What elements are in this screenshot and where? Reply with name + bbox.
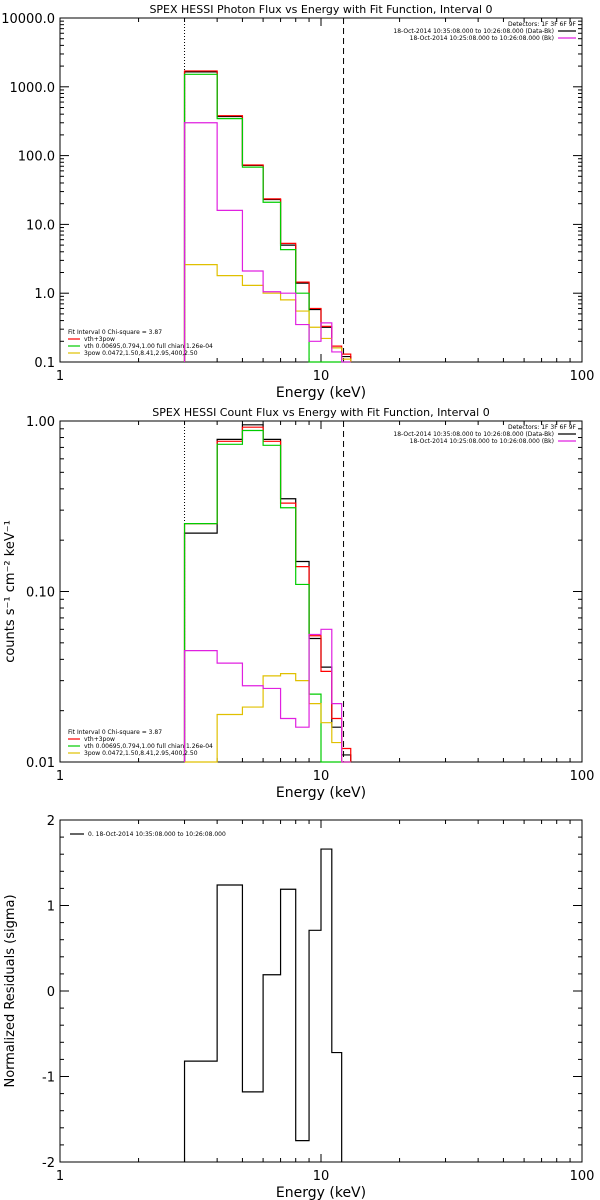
x-tick-label: 100 (570, 1169, 595, 1184)
fit-legend-entry: vth+3pow (84, 736, 115, 743)
legend-entry: Detectors: 1F 3F 6F 9F (508, 424, 577, 431)
series-line-3 (183, 73, 351, 363)
fit-legend-entry: 3pow 0.0472,1.50,8.41,2.95,400,2.50 (84, 350, 198, 357)
fit-legend-entry: vth 0.00695,0.794,1.00 full chian 1.26e-… (84, 743, 213, 750)
y-tick-label: 1.00 (26, 415, 55, 430)
y-tick-label: 0.1 (34, 356, 55, 371)
y-axis-label: Normalized Residuals (sigma) (3, 894, 18, 1087)
legend-entry: 18-Oct-2014 10:35:08.000 to 10:26:08.000… (393, 28, 554, 35)
y-tick-label: -1 (42, 1071, 55, 1086)
chart-title: SPEX HESSI Photon Flux vs Energy with Fi… (149, 3, 492, 16)
y-tick-label: 1.0 (34, 287, 55, 302)
y-tick-label: 10.0 (26, 218, 55, 233)
y-tick-label: -2 (42, 1156, 55, 1171)
fit-legend-entry: Fit Interval 0 Chi-square = 3.87 (68, 729, 162, 736)
fit-legend-entry: Fit Interval 0 Chi-square = 3.87 (68, 329, 162, 336)
legend-entry: Detectors: 1F 3F 6F 9F (508, 21, 577, 28)
y-tick-label: 0.10 (26, 586, 55, 601)
x-tick-label: 10 (313, 769, 330, 784)
y-axis-label: counts s⁻¹ cm⁻² keV⁻¹ (3, 520, 18, 663)
x-tick-label: 1 (56, 1169, 64, 1184)
y-tick-label: 10000.0 (1, 12, 55, 27)
legend-entry: 18-Oct-2014 10:25:08.000 to 10:26:08.000… (410, 438, 554, 445)
series-line-1 (183, 424, 352, 762)
chart-panel-3: 1 10 100 -2 -1 0 1 2 Energy (keV) Normalized Resi… (3, 814, 594, 1200)
fit-legend-entry: 3pow 0.0472,1.50,8.41,2.95,400,2.50 (84, 750, 198, 757)
legend-entry: 0. 18-Oct-2014 10:35:08.000 to 10:26:08.… (88, 831, 226, 838)
series-line-3 (183, 429, 351, 763)
legend-entry: 18-Oct-2014 10:25:08.000 to 10:26:08.000… (410, 35, 554, 42)
series-line-1 (183, 848, 343, 1162)
x-tick-label: 10 (313, 1169, 330, 1184)
chart-panel-2: SPEX HESSI Count Flux vs Energy with Fit… (3, 406, 594, 801)
series-line-4 (184, 672, 351, 763)
y-tick-label: 2 (47, 814, 55, 829)
x-tick-label: 100 (570, 769, 595, 784)
fit-legend-entry: vth+3pow (84, 336, 115, 343)
chart-title: SPEX HESSI Count Flux vs Energy with Fit… (152, 406, 489, 419)
series-line-2 (183, 426, 352, 762)
y-tick-label: 0 (47, 985, 55, 1000)
series-line-5 (183, 628, 351, 763)
y-tick-label: 1 (47, 900, 55, 915)
series-line-1 (183, 71, 352, 362)
series-line-2 (183, 70, 352, 362)
x-axis-label: Energy (keV) (276, 1185, 366, 1200)
x-axis-label: Energy (keV) (276, 785, 366, 801)
chart-panel-1: SPEX HESSI Photon Flux vs Energy with Fi… (1, 3, 594, 401)
y-tick-label: 0.01 (26, 756, 55, 771)
x-tick-label: 10 (313, 369, 330, 384)
series-line-5 (183, 122, 351, 363)
y-tick-label: 100.0 (18, 150, 55, 165)
x-tick-label: 1 (56, 769, 64, 784)
x-axis-label: Energy (keV) (276, 385, 366, 401)
y-tick-label: 1000.0 (10, 81, 56, 96)
fit-legend-entry: vth 0.00695,0.794,1.00 full chian 1.26e-… (84, 343, 213, 350)
x-tick-label: 1 (56, 369, 64, 384)
x-tick-label: 100 (570, 369, 595, 384)
legend-entry: 18-Oct-2014 10:35:08.000 to 10:26:08.000… (393, 431, 554, 438)
